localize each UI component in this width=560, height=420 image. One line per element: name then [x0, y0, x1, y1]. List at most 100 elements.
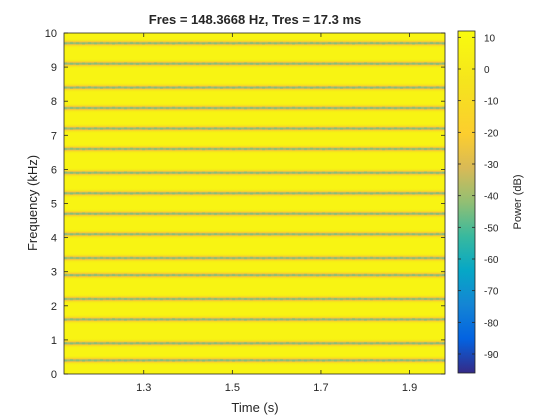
band-speck — [232, 42, 235, 45]
band-speck — [220, 342, 223, 345]
band-speck — [160, 86, 163, 89]
band-speck — [358, 191, 361, 194]
colorbar-tick-label: -50 — [484, 223, 499, 234]
band-speck — [94, 127, 97, 130]
band-speck — [358, 107, 361, 110]
band-speck — [94, 148, 97, 151]
band-speck — [286, 63, 289, 66]
band-speck — [214, 342, 217, 345]
band-speck — [160, 127, 163, 130]
band-speck — [250, 192, 253, 195]
band-speck — [442, 106, 445, 109]
band-speck — [352, 127, 355, 130]
band-speck — [250, 233, 253, 236]
band-speck — [388, 62, 391, 65]
band-speck — [436, 212, 439, 215]
band-speck — [226, 86, 229, 89]
band-speck — [292, 273, 295, 276]
band-speck — [274, 213, 277, 216]
band-speck — [316, 63, 319, 66]
band-speck — [346, 107, 349, 110]
band-speck — [436, 341, 439, 344]
band-speck — [262, 359, 265, 362]
band-speck — [220, 127, 223, 130]
band-speck — [400, 298, 403, 301]
band-speck — [76, 341, 79, 344]
band-speck — [202, 148, 205, 151]
band-speck — [88, 342, 91, 345]
band-speck — [226, 42, 229, 45]
band-speck — [148, 256, 151, 259]
band-speck — [322, 233, 325, 236]
band-speck — [118, 318, 121, 321]
band-speck — [202, 212, 205, 215]
band-speck — [442, 42, 445, 45]
band-speck — [382, 42, 385, 45]
band-speck — [418, 62, 421, 65]
band-speck — [256, 86, 259, 89]
band-speck — [274, 232, 277, 235]
band-speck — [202, 342, 205, 345]
band-speck — [364, 107, 367, 110]
band-speck — [154, 42, 157, 45]
band-speck — [220, 318, 223, 321]
band-speck — [262, 171, 265, 174]
band-speck — [154, 192, 157, 195]
band-speck — [214, 42, 217, 45]
band-speck — [64, 42, 67, 45]
band-speck — [334, 342, 337, 345]
band-speck — [322, 62, 325, 65]
band-speck — [106, 359, 109, 362]
band-speck — [346, 147, 349, 150]
band-speck — [76, 212, 79, 215]
band-speck — [316, 127, 319, 130]
band-speck — [310, 298, 313, 301]
band-speck — [226, 192, 229, 195]
band-speck — [94, 342, 97, 345]
band-speck — [292, 192, 295, 195]
band-speck — [190, 147, 193, 150]
band-speck — [88, 62, 91, 65]
band-speck — [280, 318, 283, 321]
band-speck — [334, 107, 337, 110]
band-speck — [142, 318, 145, 321]
band-speck — [232, 342, 235, 345]
band-speck — [364, 171, 367, 174]
band-speck — [346, 274, 349, 277]
band-speck — [430, 106, 433, 109]
band-speck — [172, 106, 175, 109]
band-speck — [142, 359, 145, 362]
band-speck — [160, 298, 163, 301]
band-speck — [376, 127, 379, 130]
band-speck — [238, 127, 241, 130]
band-speck — [178, 147, 181, 150]
band-speck — [400, 41, 403, 44]
band-speck — [286, 192, 289, 195]
x-tick-label: 1.5 — [225, 382, 240, 394]
band-speck — [226, 232, 229, 235]
band-speck — [106, 147, 109, 150]
band-speck — [154, 273, 157, 276]
band-speck — [220, 358, 223, 361]
band-speck — [406, 318, 409, 321]
band-speck — [226, 274, 229, 277]
band-speck — [262, 62, 265, 65]
band-speck — [70, 342, 73, 345]
band-speck — [286, 147, 289, 150]
band-speck — [112, 359, 115, 362]
band-speck — [400, 86, 403, 89]
band-speck — [154, 359, 157, 362]
band-speck — [256, 341, 259, 344]
band-speck — [280, 342, 283, 345]
band-speck — [370, 147, 373, 150]
band-speck — [370, 342, 373, 345]
band-speck — [388, 212, 391, 215]
band-speck — [196, 147, 199, 150]
band-speck — [226, 212, 229, 215]
band-speck — [142, 62, 145, 65]
band-speck — [94, 86, 97, 89]
band-speck — [280, 192, 283, 195]
band-speck — [232, 233, 235, 236]
band-speck — [406, 297, 409, 300]
y-tick-label: 5 — [51, 199, 57, 211]
